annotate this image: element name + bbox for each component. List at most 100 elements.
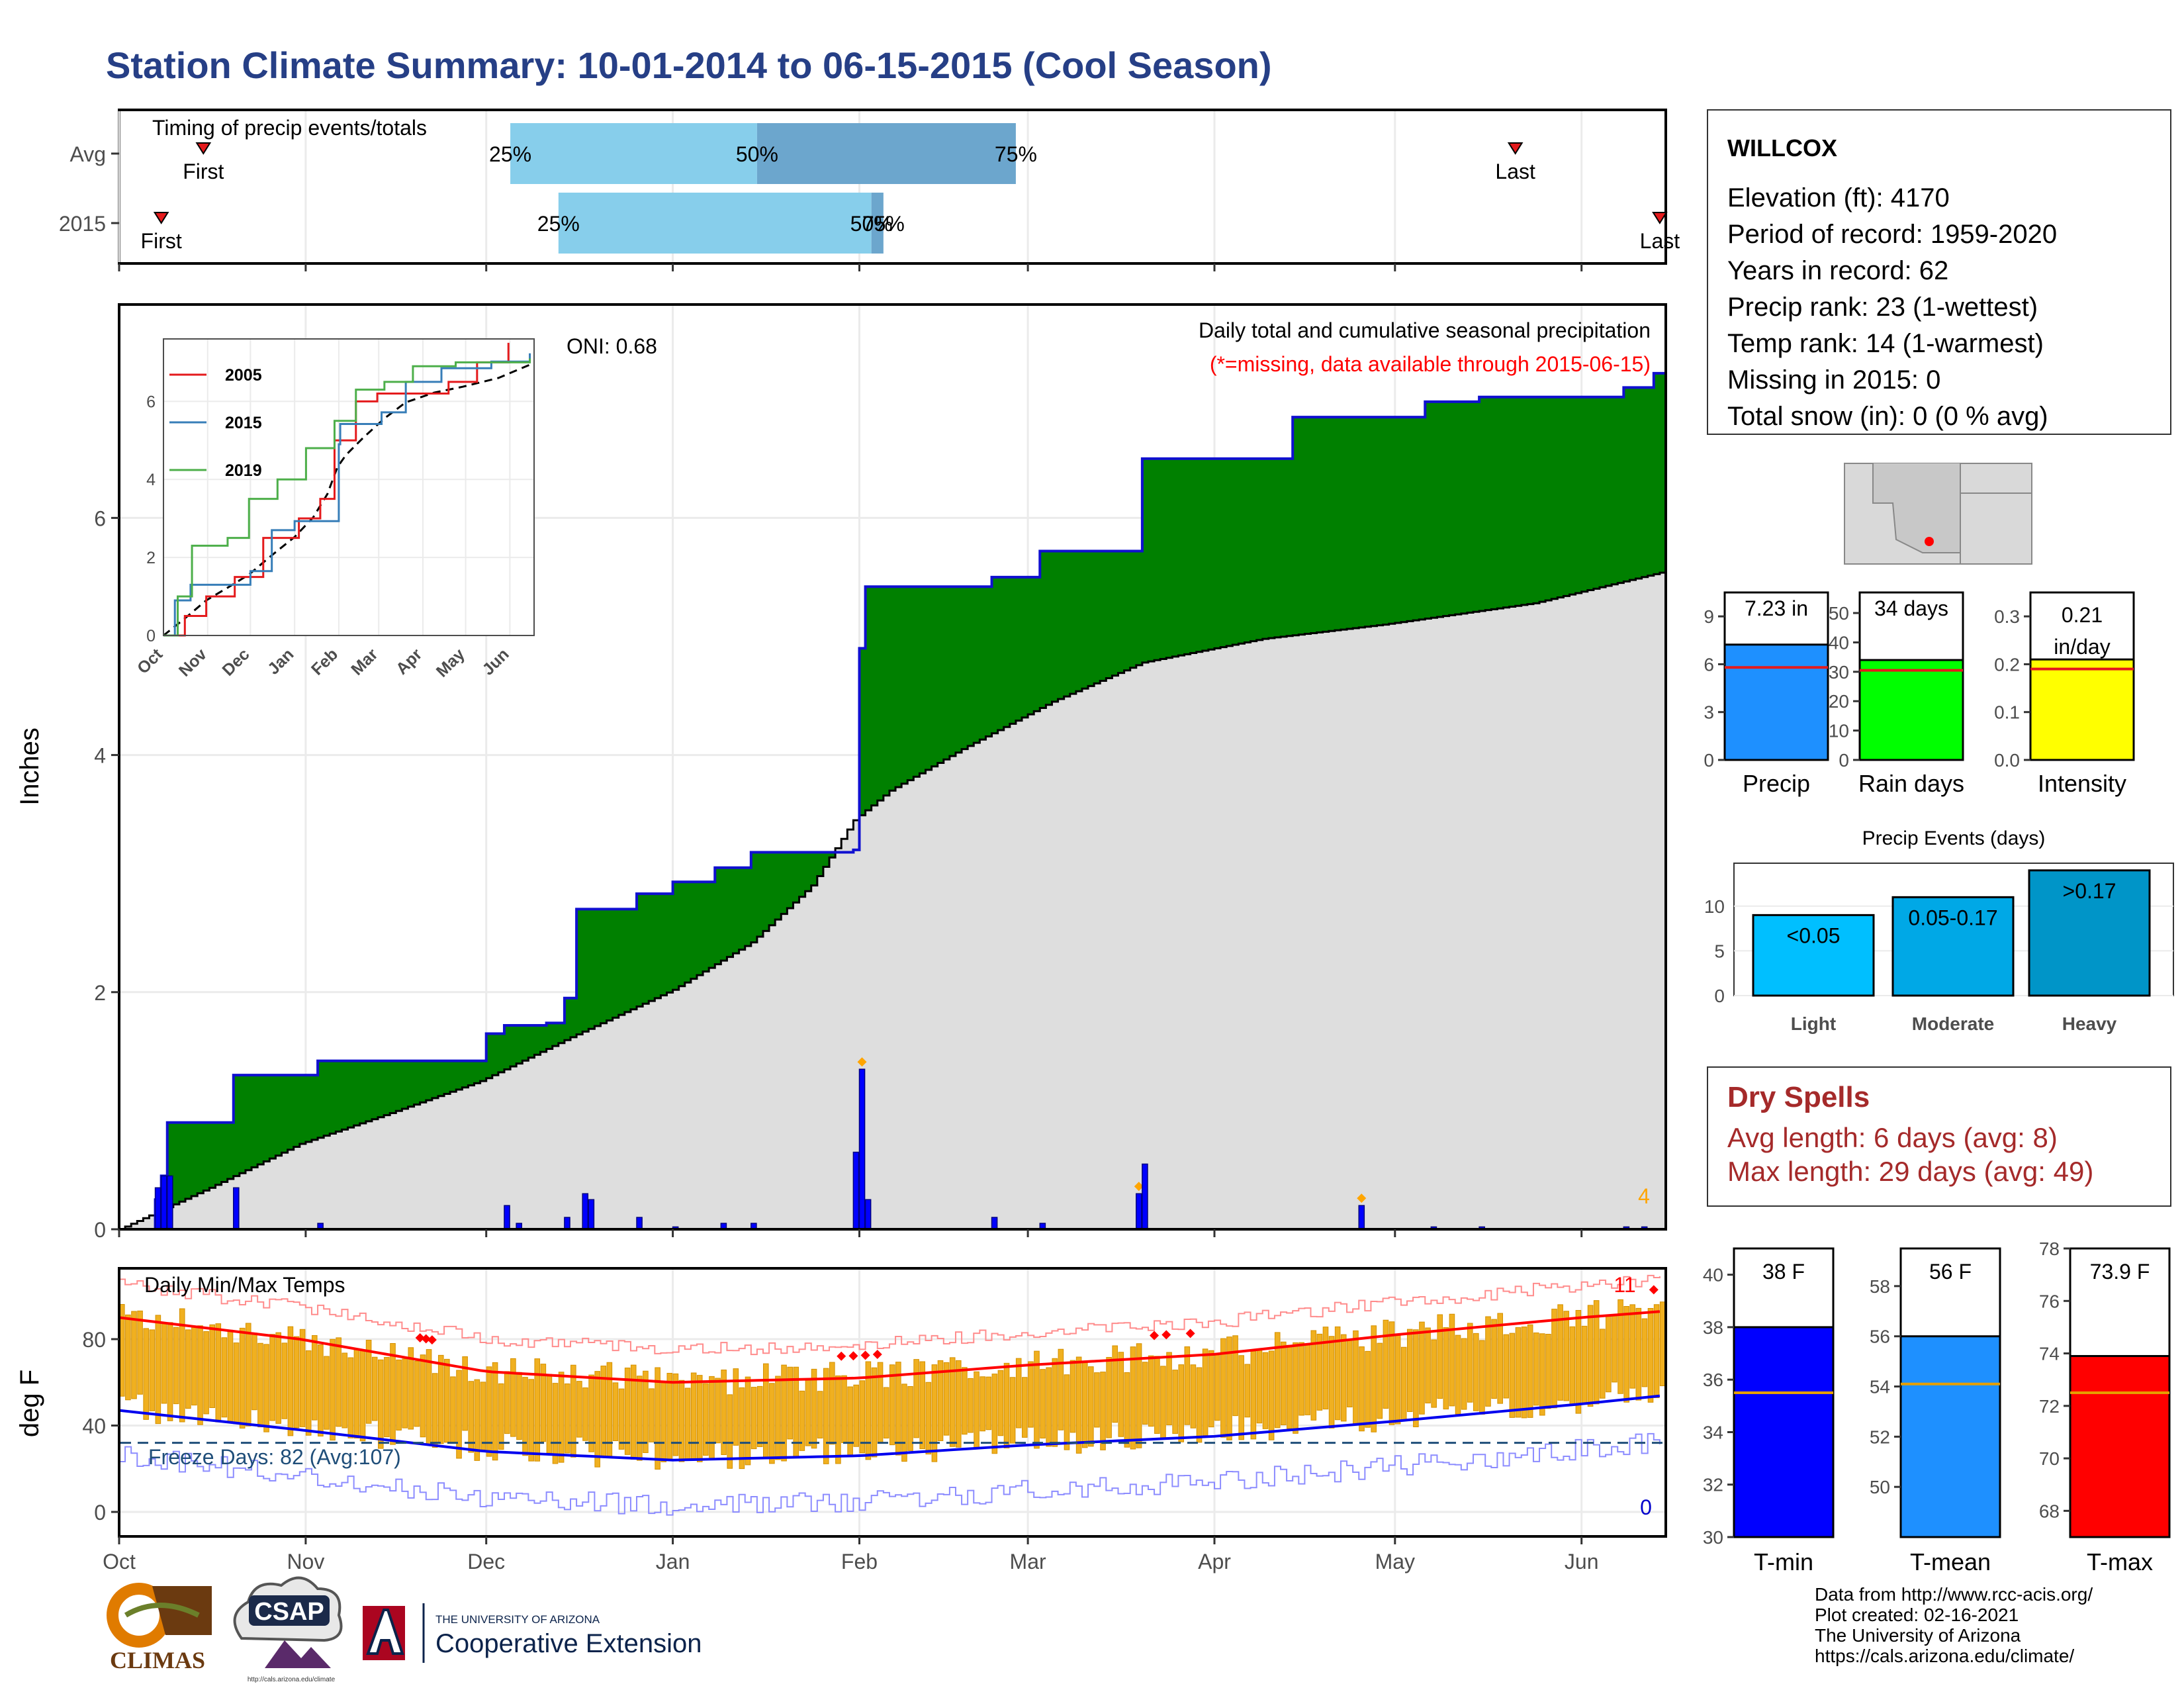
temp-bar-tick-label: 78 [2039, 1239, 2060, 1259]
temp-bar [1733, 1326, 1835, 1538]
inset-ytick-label: 4 [146, 471, 156, 489]
station-info-line: Total snow (in): 0 (0 % avg) [1727, 402, 2048, 431]
events-tick-label: 5 [1714, 941, 1725, 961]
footer-line: Data from http://www.rcc-acis.org/ [1815, 1584, 2093, 1605]
inset-legend-label: 2005 [225, 366, 262, 385]
timing-marker [1652, 212, 1668, 224]
summary-bar-tick-label: 9 [1704, 606, 1714, 627]
temp-bar-name: T-max [2087, 1548, 2153, 1575]
precip-panel: 0 2 4 6 Inches Daily total and cumulative sea… [15, 263, 1667, 1242]
temperature-bars: 30 32 34 36 38 40 38 F T-min 50 52 54 56 58 56 F T-mea… [1703, 1239, 2171, 1575]
station-info-line: Period of record: 1959-2020 [1727, 220, 2057, 249]
daily-precip-bar [166, 1175, 173, 1230]
summary-bar-tick-label: 30 [1829, 662, 1849, 682]
timing-pct-label: 25% [489, 142, 531, 166]
record-high-marker [837, 1351, 846, 1361]
extreme-marker [1357, 1194, 1367, 1203]
timing-marker-label: First [141, 229, 182, 253]
precip-events-chart: Precip Events (days) <0.05 Light 0.05-0.17 M… [1704, 827, 2174, 1034]
temp-bar-tick-label: 36 [1703, 1370, 1723, 1390]
temp-bar-name: T-mean [1910, 1548, 1991, 1575]
events-tick-label: 0 [1714, 986, 1725, 1006]
summary-bar-name: Precip [1743, 770, 1810, 797]
station-info-line: Missing in 2015: 0 [1727, 365, 1940, 395]
timing-pct-label: 75% [862, 212, 905, 236]
timing-pct-label: 75% [995, 142, 1037, 166]
temp-ytick-label: 40 [82, 1415, 106, 1438]
inset-series-line [163, 353, 531, 637]
summary-bar-value: 34 days [1874, 596, 1948, 620]
events-bar [1891, 896, 2015, 997]
daily-precip-bar [1142, 1163, 1148, 1230]
timing-marker [1507, 142, 1524, 155]
timing-marker-label: First [183, 160, 224, 183]
observed-cumulative-line [119, 371, 1667, 1231]
extreme-marker [1134, 1182, 1144, 1192]
temp-bar-tick-label: 70 [2039, 1448, 2060, 1469]
inset-ytick-label: 0 [146, 627, 156, 645]
summary-bar-name: Rain days [1858, 770, 1964, 797]
footer-line: https://cals.arizona.edu/climate/ [1815, 1646, 2074, 1666]
record-high-marker [421, 1334, 431, 1344]
record-high-line [119, 1274, 1661, 1356]
dry-spells-avg: Avg length: 6 days (avg: 8) [1727, 1122, 2058, 1153]
timing-marker [153, 212, 169, 224]
temperature-panel: 0 40 80 Oct Nov Dec Jan Feb Mar Apr May Jun deg F Dai… [15, 1267, 1667, 1573]
summary-bar-tick-label: 0.3 [1994, 606, 2020, 627]
temp-bar [2069, 1355, 2171, 1538]
timing-bar-50-75 [756, 123, 1016, 184]
summary-bar [2029, 658, 2135, 761]
station-name: WILLCOX [1727, 134, 1837, 162]
footer-line: The University of Arizona [1815, 1625, 2021, 1646]
dry-spells-frame [1707, 1066, 2171, 1207]
events-category-label: Light [1791, 1013, 1836, 1034]
precip-ytick-label: 0 [94, 1218, 106, 1242]
ua-top-text: THE UNIVERSITY OF ARIZONA [435, 1613, 600, 1626]
daily-precip-bar [154, 1187, 161, 1230]
record-high-marker [415, 1333, 425, 1342]
daily-precip-bar [636, 1217, 643, 1230]
events-title: Precip Events (days) [1862, 827, 2046, 849]
temp-bar-tick-label: 30 [1703, 1527, 1723, 1548]
timing-bar-25-50 [558, 193, 872, 254]
temp-bar-tick-label: 50 [1870, 1477, 1890, 1497]
page-title: Station Climate Summary: 10-01-2014 to 0… [106, 44, 1272, 86]
temp-xtick-label: Apr [1198, 1550, 1231, 1573]
precip-frame [118, 303, 1667, 1231]
timing-title: Timing of precip events/totals [152, 116, 427, 140]
temp-bar-tick-label: 68 [2039, 1501, 2060, 1521]
timing-row-label: Avg [69, 142, 106, 166]
daily-precip-bar [858, 1068, 866, 1230]
daily-precip-bar [233, 1187, 240, 1230]
climas-wordmark: CLIMAS [110, 1647, 205, 1673]
temp-bar-tick-label: 74 [2039, 1344, 2060, 1364]
temp-bar-tick-label: 34 [1703, 1422, 1723, 1442]
daily-precip-bar [1358, 1205, 1365, 1230]
temp-bar-value: 38 F [1762, 1260, 1805, 1284]
csap-url: http://cals.arizona.edu/climate [248, 1676, 336, 1683]
dry-spells-max: Max length: 29 days (avg: 49) [1727, 1156, 2093, 1187]
temp-xtick-label: Jun [1565, 1550, 1599, 1573]
temp-xtick-label: Oct [103, 1550, 136, 1573]
extreme-marker [857, 1057, 867, 1067]
temp-bar-tick-label: 32 [1703, 1475, 1723, 1495]
temp-title: Daily Min/Max Temps [144, 1273, 345, 1297]
csap-mountains [265, 1640, 331, 1668]
csap-wordmark: CSAP [254, 1598, 324, 1626]
timing-row-label: 2015 [59, 212, 106, 236]
inset-average-line [163, 363, 531, 637]
station-info-line: Temp rank: 14 (1-warmest) [1727, 329, 2044, 358]
summary-bar-tick-label: 40 [1829, 632, 1849, 653]
record-high-marker [1150, 1331, 1160, 1340]
summary-bar-tick-label: 6 [1704, 654, 1714, 675]
temp-frame [118, 1267, 1667, 1538]
daily-precip-bar [852, 1151, 860, 1230]
daily-precip-bar [588, 1199, 595, 1230]
temp-ytick-label: 0 [94, 1501, 106, 1524]
ua-block-a [366, 1609, 404, 1655]
events-tick-label: 10 [1704, 896, 1725, 917]
timing-pct-label: 50% [850, 212, 893, 236]
station-frame [1707, 109, 2171, 435]
